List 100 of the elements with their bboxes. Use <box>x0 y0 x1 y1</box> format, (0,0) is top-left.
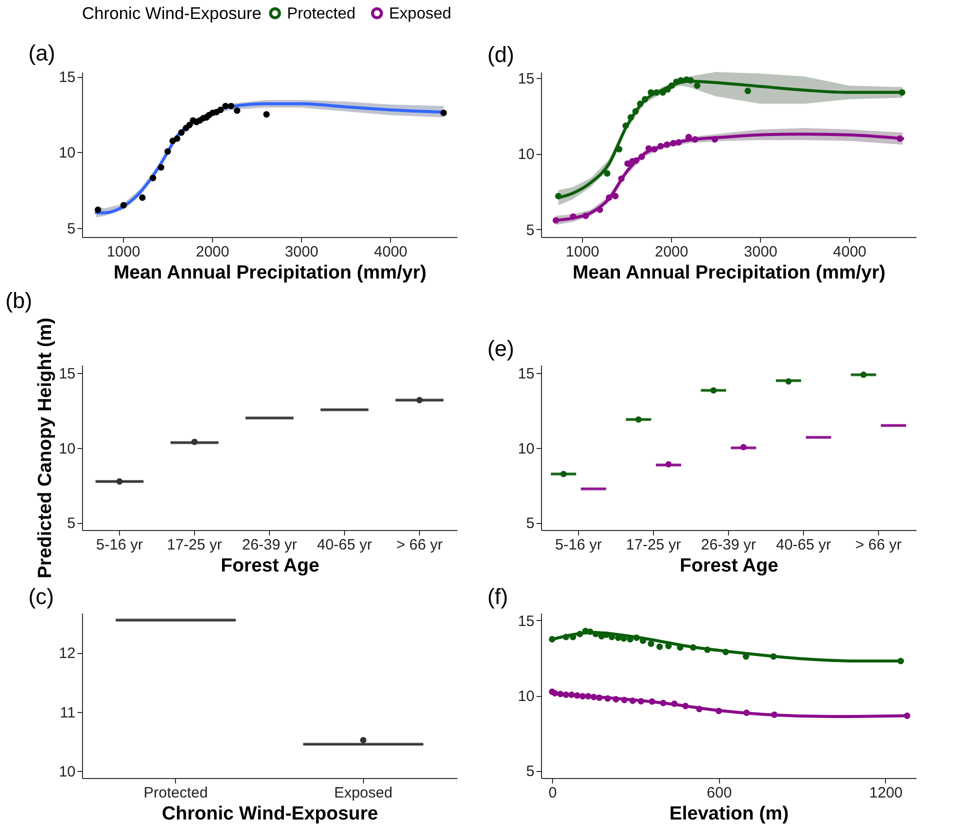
chart-title: (c) <box>28 584 54 609</box>
y-tick-label: 5 <box>67 515 76 532</box>
point <box>653 89 660 96</box>
point <box>621 696 628 704</box>
point <box>596 206 604 213</box>
x-tick-label: 40-65 yr <box>776 536 832 554</box>
point <box>904 712 910 719</box>
x-axis-title: Forest Age <box>220 556 320 576</box>
x-tick-label: 5-16 yr <box>96 536 143 554</box>
point <box>552 217 560 224</box>
x-axis-title: Elevation (m) <box>669 804 789 824</box>
point <box>548 636 556 642</box>
x-axis-title: Mean Annual Precipitation (mm/yr) <box>114 262 426 284</box>
point <box>604 170 610 177</box>
point <box>579 693 586 700</box>
point <box>582 212 589 220</box>
y-tick-label: 10 <box>518 146 534 164</box>
point <box>94 206 102 213</box>
x-tick-label: 2000 <box>196 244 230 260</box>
x-tick-label: 26-39 yr <box>700 536 756 554</box>
x-tick-label: 0 <box>548 784 557 802</box>
point <box>562 692 570 698</box>
point <box>174 135 180 142</box>
point <box>234 107 240 114</box>
point <box>632 108 639 115</box>
x-tick-label: 17-25 yr <box>626 536 682 554</box>
point <box>186 122 193 128</box>
point <box>612 192 619 200</box>
point <box>687 77 694 84</box>
y-tick-label: 10 <box>518 440 534 458</box>
x-tick-label: 1200 <box>869 784 903 802</box>
point <box>158 164 164 171</box>
legend-title: Chronic Wind-Exposure <box>82 4 262 23</box>
point <box>604 695 611 702</box>
x-tick-label: > 66 yr <box>396 536 443 554</box>
legend-label: Protected <box>287 5 356 22</box>
point <box>648 640 654 647</box>
point <box>642 96 648 102</box>
point <box>678 77 684 84</box>
x-tick-label: 4000 <box>833 244 866 260</box>
point <box>622 122 629 129</box>
point <box>664 86 671 93</box>
x-tick-label: 5-16 yr <box>555 536 602 554</box>
point <box>217 106 224 114</box>
point <box>660 700 666 706</box>
x-tick-label: Protected <box>144 784 208 802</box>
point <box>606 194 612 201</box>
x-axis-title: Chronic Wind-Exposure <box>162 804 378 824</box>
y-tick-label: 5 <box>526 515 534 532</box>
point <box>712 136 718 143</box>
x-tick-label: 26-39 yr <box>242 536 298 554</box>
point <box>675 139 682 146</box>
chart-title: (b) <box>5 288 32 314</box>
point <box>552 690 558 696</box>
point <box>596 694 603 701</box>
point <box>696 706 703 712</box>
point <box>562 634 570 640</box>
point <box>628 114 634 121</box>
point <box>633 634 640 641</box>
point <box>636 100 644 108</box>
point <box>657 142 664 150</box>
point <box>570 213 576 220</box>
point <box>629 698 636 704</box>
point <box>722 648 729 656</box>
y-tick-label: 12 <box>58 645 76 662</box>
y-tick-label: 5 <box>526 222 534 239</box>
point <box>120 202 127 208</box>
chart-title: (a) <box>28 40 56 66</box>
y-tick-label: 15 <box>518 366 534 383</box>
point <box>626 636 634 642</box>
x-tick-label: Exposed <box>334 784 392 802</box>
point <box>632 157 640 164</box>
point <box>440 110 447 116</box>
point <box>228 102 234 110</box>
y-tick-label: 5 <box>67 220 76 238</box>
chart-title: (d) <box>487 42 514 68</box>
point <box>744 88 752 94</box>
point <box>568 692 575 698</box>
point <box>648 89 654 96</box>
point <box>897 658 904 664</box>
chart-title: (e) <box>487 336 514 361</box>
y-tick-label: 15 <box>518 613 534 630</box>
point <box>896 135 904 142</box>
x-tick-label: 4000 <box>374 244 408 260</box>
point <box>164 148 171 155</box>
point <box>670 140 677 146</box>
point <box>139 194 146 201</box>
point <box>770 653 777 660</box>
point <box>645 145 652 152</box>
point <box>682 702 689 710</box>
x-tick-label: > 66 yr <box>855 536 902 554</box>
x-axis-title: Forest Age <box>680 556 778 576</box>
y-tick-label: 11 <box>60 704 76 722</box>
x-axis-title: Mean Annual Precipitation (mm/yr) <box>572 262 886 284</box>
y-tick-label: 5 <box>526 763 534 780</box>
point <box>603 632 610 638</box>
x-tick-label: 600 <box>706 784 732 802</box>
point <box>694 82 700 89</box>
x-tick-label: 2000 <box>654 244 688 260</box>
point <box>771 711 778 718</box>
